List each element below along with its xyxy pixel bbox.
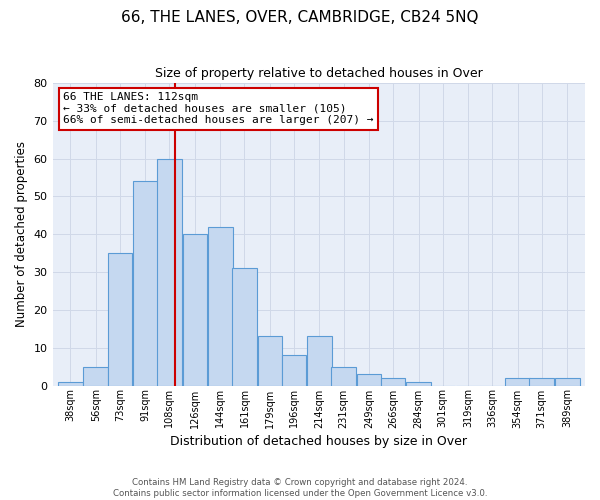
Bar — [208, 226, 233, 386]
Text: Contains HM Land Registry data © Crown copyright and database right 2024.
Contai: Contains HM Land Registry data © Crown c… — [113, 478, 487, 498]
Bar — [232, 268, 257, 386]
Bar — [107, 253, 132, 386]
Text: 66 THE LANES: 112sqm
← 33% of detached houses are smaller (105)
66% of semi-deta: 66 THE LANES: 112sqm ← 33% of detached h… — [63, 92, 374, 126]
Y-axis label: Number of detached properties: Number of detached properties — [15, 142, 28, 328]
Bar — [529, 378, 554, 386]
X-axis label: Distribution of detached houses by size in Over: Distribution of detached houses by size … — [170, 434, 467, 448]
Bar — [505, 378, 530, 386]
Bar — [356, 374, 382, 386]
Bar — [555, 378, 580, 386]
Title: Size of property relative to detached houses in Over: Size of property relative to detached ho… — [155, 68, 482, 80]
Bar — [83, 366, 108, 386]
Bar — [331, 366, 356, 386]
Bar — [281, 356, 307, 386]
Bar — [182, 234, 208, 386]
Bar — [257, 336, 283, 386]
Bar — [406, 382, 431, 386]
Bar — [380, 378, 406, 386]
Bar — [307, 336, 332, 386]
Bar — [157, 158, 182, 386]
Bar — [133, 182, 158, 386]
Text: 66, THE LANES, OVER, CAMBRIDGE, CB24 5NQ: 66, THE LANES, OVER, CAMBRIDGE, CB24 5NQ — [121, 10, 479, 25]
Bar — [58, 382, 83, 386]
